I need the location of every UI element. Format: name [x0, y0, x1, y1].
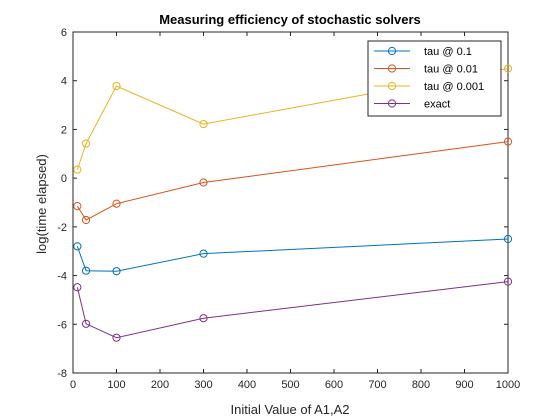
y-tick-label: 0 [61, 173, 67, 185]
y-tick-label: -8 [57, 368, 67, 380]
x-tick-label: 200 [151, 379, 169, 391]
data-point [503, 137, 513, 146]
x-tick-label: 900 [455, 379, 473, 391]
legend-item: exact [374, 99, 450, 111]
legend-label: tau @ 0.001 [424, 81, 484, 93]
data-point [199, 119, 208, 129]
data-point [503, 64, 513, 73]
chart-title: Measuring efficiency of stochastic solve… [159, 12, 421, 27]
y-tick-label: 2 [61, 124, 67, 136]
legend-marker [387, 46, 397, 56]
x-axis-label: Initial Value of A1,A2 [230, 402, 349, 417]
data-point [112, 81, 121, 91]
y-tick-label: 4 [61, 76, 67, 88]
data-point [81, 215, 91, 225]
x-tick-label: 1000 [496, 379, 520, 391]
data-point [81, 319, 91, 328]
series-line [76, 281, 509, 339]
legend-marker [387, 99, 397, 108]
legend-marker [387, 64, 397, 73]
data-point [112, 267, 121, 276]
y-tick-label: -6 [57, 319, 67, 331]
series-2 [73, 64, 513, 174]
legend-label: tau @ 0.1 [424, 46, 472, 58]
data-point [503, 277, 513, 286]
data-point [199, 178, 208, 187]
data-point [73, 202, 82, 211]
legend-item: tau @ 0.001 [374, 81, 484, 93]
y-tick-label: -2 [57, 222, 67, 234]
data-point [73, 165, 82, 174]
legend-item: tau @ 0.1 [374, 46, 472, 58]
series-1 [73, 137, 513, 225]
data-point [73, 283, 82, 292]
x-tick-label: 500 [281, 379, 299, 391]
y-tick-label: 6 [61, 27, 67, 39]
data-point [81, 139, 91, 148]
x-tick-label: 400 [238, 379, 256, 391]
series-line [76, 68, 509, 170]
data-point [73, 242, 82, 251]
series-line [76, 141, 509, 221]
data-point [112, 199, 121, 208]
x-tick-label: 100 [107, 379, 125, 391]
y-tick-label: -4 [57, 271, 67, 283]
series-line [76, 238, 509, 272]
legend-item: tau @ 0.01 [374, 64, 478, 76]
legend-label: exact [424, 99, 450, 111]
series-0 [73, 234, 513, 276]
x-tick-label: 700 [368, 379, 386, 391]
data-point [81, 266, 91, 275]
legend-marker [387, 81, 397, 91]
data-point [503, 234, 513, 244]
x-tick-label: 600 [325, 379, 343, 391]
y-axis-label: log(time elapsed) [34, 154, 49, 254]
legend-label: tau @ 0.01 [424, 64, 478, 76]
data-point [199, 314, 208, 323]
x-tick-label: 800 [412, 379, 430, 391]
data-point [199, 249, 208, 258]
data-point [112, 333, 121, 342]
x-tick-label: 0 [70, 379, 76, 391]
legend: tau @ 0.1 tau @ 0.01 tau @ 0.001 exact [367, 40, 502, 117]
series-3 [73, 277, 513, 342]
x-tick-label: 300 [194, 379, 212, 391]
